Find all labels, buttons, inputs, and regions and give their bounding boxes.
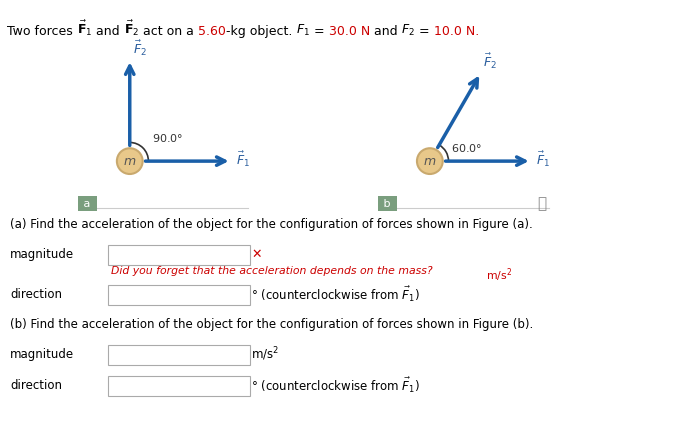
- Text: $F_1$: $F_1$: [296, 23, 310, 38]
- Text: a: a: [80, 198, 94, 209]
- Text: $60.0°$: $60.0°$: [451, 142, 482, 153]
- FancyBboxPatch shape: [108, 285, 250, 305]
- FancyBboxPatch shape: [108, 377, 250, 396]
- Text: ⓘ: ⓘ: [537, 196, 546, 211]
- Text: Two forces: Two forces: [7, 25, 76, 38]
- Text: b: b: [381, 198, 394, 209]
- Text: 30.0 N: 30.0 N: [329, 25, 370, 38]
- Text: =: =: [415, 25, 434, 38]
- Text: $\vec{\mathbf{F}}_1$: $\vec{\mathbf{F}}_1$: [76, 19, 92, 38]
- Text: 10.0 N.: 10.0 N.: [434, 25, 479, 38]
- Text: $\vec{F}_2$: $\vec{F}_2$: [484, 52, 497, 71]
- Text: magnitude: magnitude: [10, 248, 74, 261]
- Text: $\vec{F}_2$: $\vec{F}_2$: [133, 38, 147, 58]
- Text: -kg object.: -kg object.: [226, 25, 296, 38]
- Text: Did you forget that the acceleration depends on the mass?: Did you forget that the acceleration dep…: [111, 266, 433, 276]
- Text: $m$: $m$: [423, 155, 436, 167]
- FancyBboxPatch shape: [108, 344, 250, 365]
- Text: direction: direction: [10, 288, 62, 301]
- Circle shape: [117, 148, 143, 174]
- Circle shape: [417, 148, 443, 174]
- Text: and: and: [92, 25, 123, 38]
- Text: m/s$^2$: m/s$^2$: [251, 345, 280, 363]
- Text: $\vec{F}_1$: $\vec{F}_1$: [235, 150, 250, 169]
- Text: m/s$^2$: m/s$^2$: [486, 266, 512, 284]
- Text: and: and: [370, 25, 402, 38]
- Text: direction: direction: [10, 379, 62, 392]
- FancyBboxPatch shape: [108, 245, 250, 265]
- Text: magnitude: magnitude: [10, 348, 74, 360]
- Text: ° (counterclockwise from $\vec{F}_1$): ° (counterclockwise from $\vec{F}_1$): [251, 285, 420, 304]
- Text: (b) Find the acceleration of the object for the configuration of forces shown in: (b) Find the acceleration of the object …: [10, 318, 533, 331]
- Text: $\vec{F}_1$: $\vec{F}_1$: [535, 150, 550, 169]
- Text: (a) Find the acceleration of the object for the configuration of forces shown in: (a) Find the acceleration of the object …: [10, 218, 533, 232]
- Text: $F_2$: $F_2$: [402, 23, 415, 38]
- Text: =: =: [310, 25, 329, 38]
- Text: $\vec{\mathbf{F}}_2$: $\vec{\mathbf{F}}_2$: [123, 19, 139, 38]
- Text: 5.60: 5.60: [198, 25, 226, 38]
- Text: ✕: ✕: [251, 248, 262, 261]
- Text: $90.0°$: $90.0°$: [152, 132, 183, 145]
- Text: $m$: $m$: [123, 155, 136, 167]
- Text: ° (counterclockwise from $\vec{F}_1$): ° (counterclockwise from $\vec{F}_1$): [251, 376, 420, 396]
- Text: act on a: act on a: [139, 25, 198, 38]
